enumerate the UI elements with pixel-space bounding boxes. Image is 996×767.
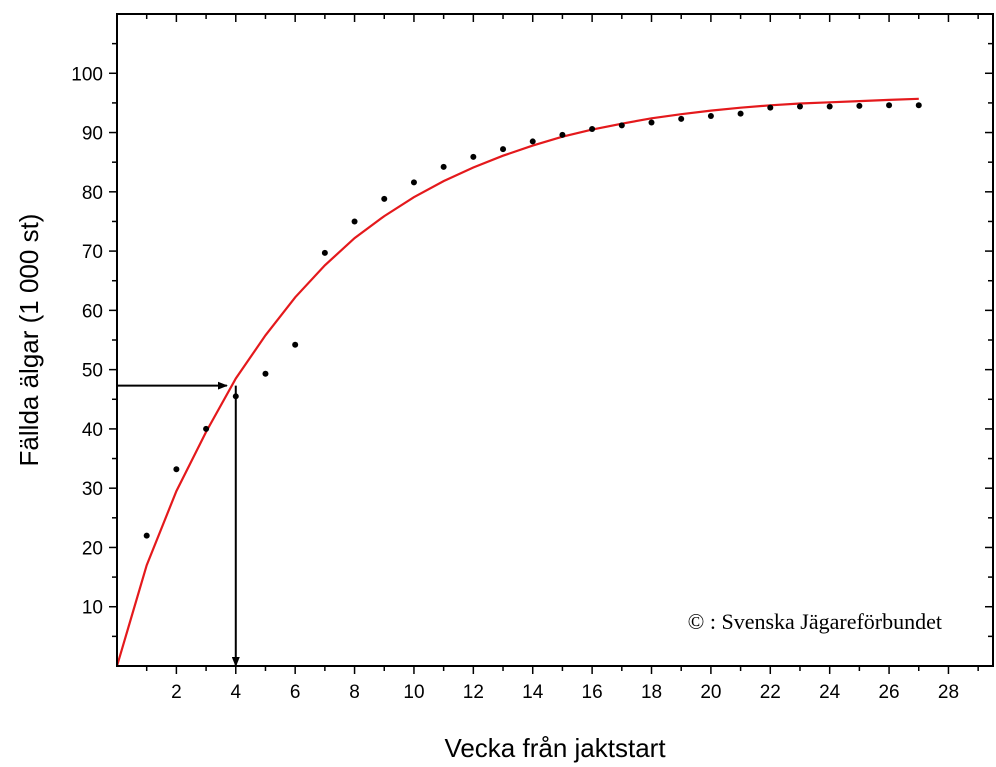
- x-tick-label: 8: [349, 682, 360, 703]
- data-point: [500, 146, 507, 153]
- data-point: [262, 370, 269, 377]
- y-axis-tick-labels: 10 20 30 40 50 60 70 80 90 100: [71, 64, 103, 618]
- y-tick-label: 70: [82, 242, 103, 263]
- x-tick-label: 6: [290, 682, 301, 703]
- data-point: [886, 102, 893, 109]
- data-point: [173, 466, 180, 473]
- y-tick-label: 100: [71, 64, 103, 85]
- y-tick-label: 20: [82, 538, 103, 559]
- data-point: [529, 138, 536, 145]
- data-point: [915, 102, 922, 109]
- observed-data-points: [143, 102, 922, 539]
- y-axis-title: Fällda älgar (1 000 st): [14, 214, 44, 467]
- data-point: [440, 163, 447, 170]
- copyright-note: © : Svenska Jägareförbundet: [688, 609, 942, 634]
- data-point: [648, 119, 655, 126]
- x-tick-label: 16: [582, 682, 603, 703]
- data-point: [767, 104, 774, 111]
- data-point: [381, 195, 388, 202]
- x-tick-label: 18: [641, 682, 662, 703]
- x-axis-tick-labels: 2 4 6 8 10 12 14 16 18 20 22 24 26 28: [171, 682, 959, 703]
- data-point: [826, 103, 833, 110]
- x-tick-label: 28: [938, 682, 959, 703]
- y-tick-label: 90: [82, 124, 103, 145]
- x-tick-label: 10: [403, 682, 424, 703]
- data-point: [203, 425, 210, 432]
- data-point: [618, 122, 625, 129]
- x-tick-label: 2: [171, 682, 182, 703]
- data-point: [559, 131, 566, 138]
- y-tick-label: 30: [82, 479, 103, 500]
- data-point: [796, 103, 803, 110]
- plot-frame: [116, 13, 994, 667]
- data-point: [470, 153, 477, 160]
- y-tick-label: 40: [82, 420, 103, 441]
- x-tick-label: 24: [819, 682, 841, 703]
- x-axis-ticks: [145, 14, 979, 674]
- x-axis-title: Vecka från jaktstart: [444, 733, 666, 763]
- data-point: [143, 532, 150, 539]
- x-tick-label: 22: [760, 682, 781, 703]
- data-point: [321, 249, 328, 256]
- x-tick-label: 12: [463, 682, 484, 703]
- y-tick-label: 50: [82, 361, 103, 382]
- x-tick-label: 26: [878, 682, 899, 703]
- x-tick-label: 14: [522, 682, 544, 703]
- fitted-curve: [115, 97, 919, 667]
- data-point: [737, 110, 744, 117]
- y-axis-ticks: [109, 42, 993, 638]
- data-point: [351, 218, 358, 225]
- data-point: [856, 102, 863, 109]
- x-tick-label: 4: [230, 682, 241, 703]
- data-point: [589, 125, 596, 132]
- y-tick-label: 10: [82, 598, 103, 619]
- y-tick-label: 80: [82, 183, 103, 204]
- data-point: [707, 112, 714, 119]
- data-point: [292, 341, 299, 348]
- data-point: [678, 115, 685, 122]
- data-point: [410, 179, 417, 186]
- x-tick-label: 20: [700, 682, 721, 703]
- y-tick-label: 60: [82, 301, 103, 322]
